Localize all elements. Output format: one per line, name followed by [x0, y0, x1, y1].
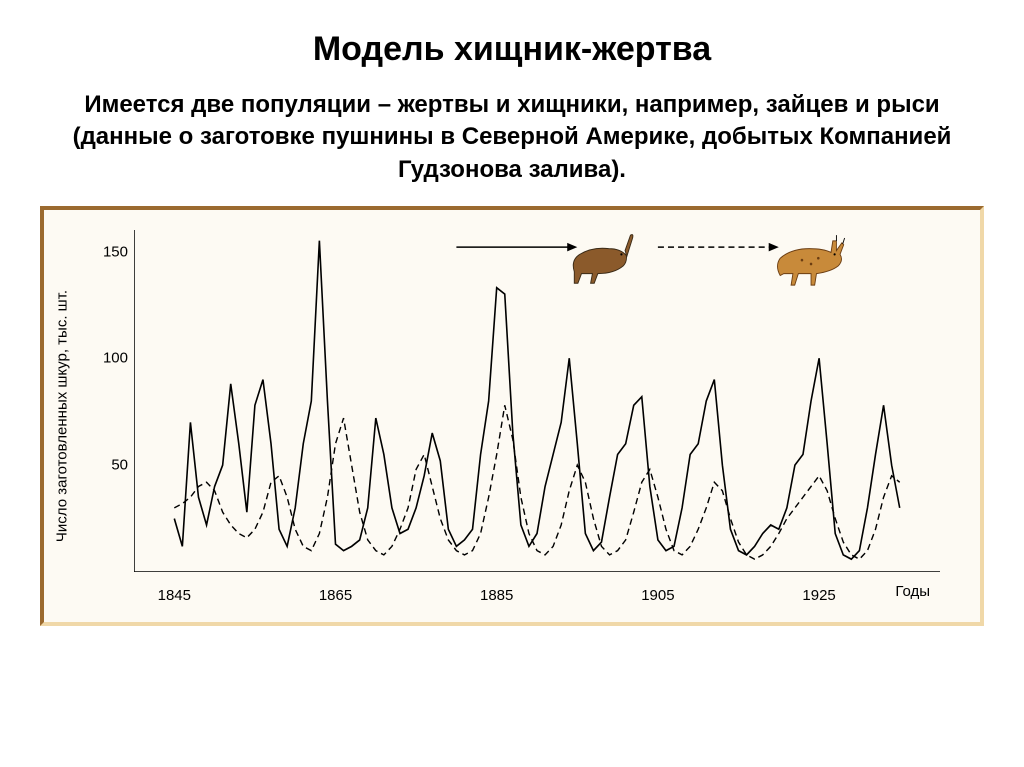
x-tick-label: 1905: [641, 587, 674, 604]
chart-svg: [134, 230, 940, 572]
page-title: Модель хищник-жертва: [0, 30, 1024, 69]
plot-area: 1845186518851905192550100150: [134, 230, 940, 572]
y-axis-label: Число заготовленных шкур, тыс. шт.: [54, 290, 71, 542]
y-tick-label: 50: [96, 457, 128, 474]
hare-icon: [573, 235, 633, 284]
x-tick-label: 1845: [158, 587, 191, 604]
page-subtitle: Имеется две популяции – жертвы и хищники…: [60, 89, 964, 186]
chart-frame: Число заготовленных шкур, тыс. шт. Годы …: [40, 206, 984, 626]
y-tick-label: 100: [96, 350, 128, 367]
x-tick-label: 1885: [480, 587, 513, 604]
page-root: Модель хищник-жертва Имеется две популяц…: [0, 0, 1024, 767]
x-tick-label: 1925: [802, 587, 835, 604]
x-axis-label: Годы: [895, 583, 930, 600]
lynx-icon: [777, 235, 844, 285]
legend-arrow: [456, 243, 577, 252]
series-hare: [174, 241, 899, 559]
x-tick-label: 1865: [319, 587, 352, 604]
y-tick-label: 150: [96, 243, 128, 260]
legend-arrow: [658, 243, 779, 252]
